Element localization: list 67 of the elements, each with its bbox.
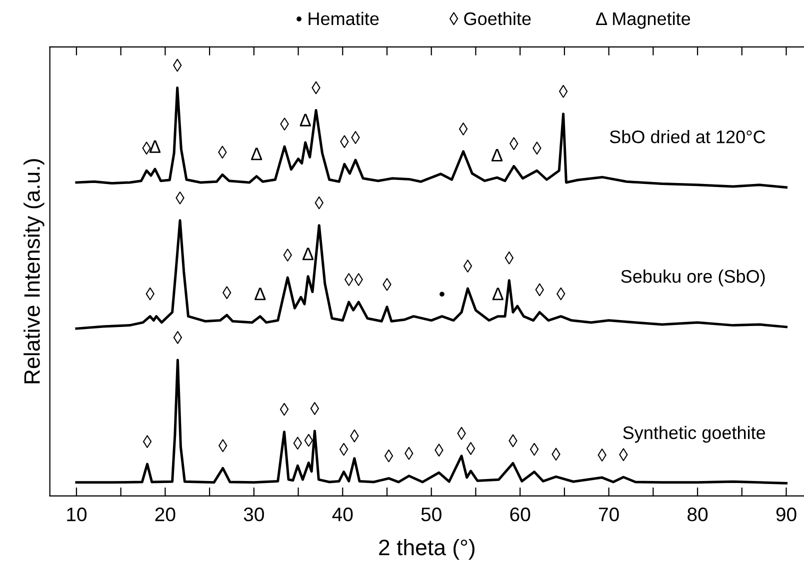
annotation: ◊ (530, 442, 539, 456)
x-tick-label: 80 (688, 508, 708, 522)
annotation: ◊ (222, 286, 232, 299)
series-label: SbO dried at 120°C (610, 130, 766, 144)
annotation: ◊ (384, 449, 394, 462)
x-tick-label: 40 (332, 508, 353, 522)
text: ◊ Goethite (449, 12, 531, 26)
annotation: ◊ (504, 252, 514, 264)
annotation: Δ (254, 288, 266, 300)
annotation: Δ (302, 248, 314, 260)
annotation: ◊ (558, 85, 568, 98)
annotation: ◊ (350, 429, 359, 442)
annotation: ◊ (466, 442, 476, 455)
annotation: ◊ (619, 448, 628, 461)
annotation: ◊ (434, 444, 444, 456)
annotation: ◊ (354, 273, 364, 286)
text: Δ Magnetite (596, 12, 690, 29)
annotation: Δ (300, 114, 311, 126)
annotation: ◊ (310, 402, 320, 415)
annotation: ◊ (556, 287, 566, 300)
x-tick-label: 70 (598, 508, 619, 522)
x-tick-label: 10 (67, 508, 87, 522)
x-tick-label: 50 (421, 508, 442, 522)
annotation: ◊ (552, 448, 560, 461)
annotation: ◊ (339, 442, 348, 456)
annotation: Δ (492, 148, 502, 162)
annotation: • (440, 292, 444, 297)
annotation: ◊ (172, 58, 182, 72)
annotation: ◊ (314, 196, 324, 210)
annotation: ◊ (218, 439, 228, 452)
x-axis-title: 2 theta (°) (379, 539, 474, 560)
annotation: ◊ (458, 122, 468, 136)
annotation: ◊ (142, 435, 152, 448)
text: • Hematite (296, 12, 379, 26)
annotation: Δ (149, 140, 160, 153)
annotation: ◊ (218, 146, 227, 159)
x-tick-label: 60 (510, 508, 530, 522)
annotation: ◊ (312, 81, 320, 94)
annotation: ◊ (280, 118, 289, 130)
x-tick-label: 30 (244, 508, 264, 522)
annotation: ◊ (463, 260, 472, 272)
annotation: ◊ (146, 287, 155, 300)
annotation: Δ (251, 148, 262, 160)
series-label: Synthetic goethite (623, 426, 766, 443)
series-label: Sebuku ore (SbO) (621, 270, 765, 286)
annotation: ◊ (598, 448, 606, 462)
annotation: ◊ (457, 427, 466, 440)
annotation: ◊ (404, 447, 414, 460)
annotation: ◊ (344, 273, 354, 286)
y-axis-title: Relative Intensity (a.u.) (24, 159, 44, 384)
annotation: ◊ (173, 331, 182, 344)
annotation: ◊ (280, 402, 289, 416)
annotation: ◊ (293, 436, 302, 450)
x-tick-label: 20 (155, 508, 176, 522)
annotation: ◊ (535, 283, 544, 296)
annotation: ◊ (304, 434, 314, 447)
annotation: ◊ (532, 142, 542, 154)
annotation: ◊ (176, 192, 184, 204)
annotation: Δ (492, 288, 504, 300)
x-tick-label: 90 (776, 508, 796, 522)
annotation: ◊ (508, 434, 518, 448)
annotation: ◊ (509, 137, 518, 150)
annotation: ◊ (283, 248, 292, 262)
annotation: ◊ (340, 135, 349, 148)
annotation: ◊ (382, 278, 392, 291)
annotation: ◊ (351, 131, 360, 144)
annotation: ◊ (142, 142, 151, 154)
